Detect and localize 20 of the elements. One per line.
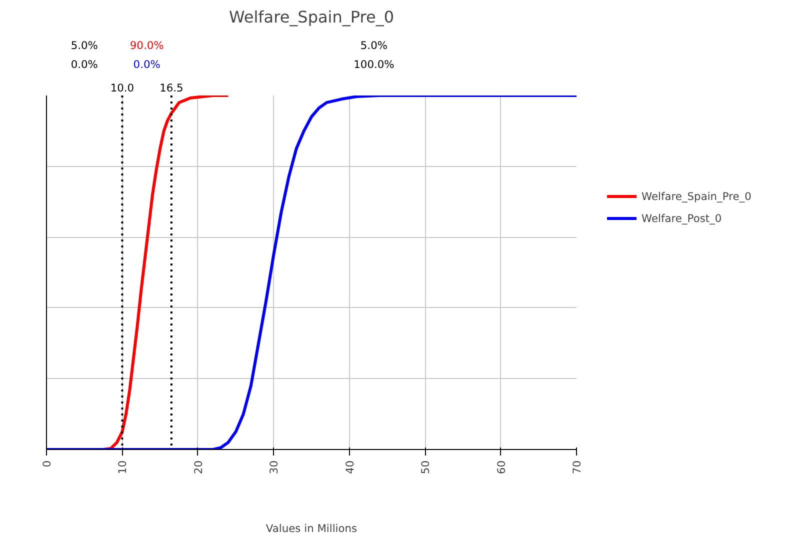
text: 90.0% (130, 39, 164, 52)
legend-label: Welfare_Post_0 (642, 212, 722, 224)
text: 100.0% (354, 58, 394, 71)
ref-line-label: 10.0 (110, 81, 134, 94)
x-tick-label: 70 (570, 460, 584, 474)
text: 5.0% (70, 39, 98, 52)
legend-label: Welfare_Spain_Pre_0 (642, 190, 752, 202)
ref-line-label: 16.5 (160, 81, 184, 94)
x-tick-label: 0 (40, 460, 54, 468)
text: 0.0% (133, 58, 160, 71)
x-tick-label: 10 (116, 460, 130, 474)
x-tick-label: 50 (419, 460, 432, 474)
text: 0.0% (70, 58, 98, 71)
x-axis-title: Values in Millions (266, 522, 358, 536)
chart-title: Welfare_Spain_Pre_0 (229, 8, 394, 26)
x-tick-label: 60 (494, 460, 508, 474)
x-tick-label: 20 (192, 460, 205, 474)
x-tick-label: 30 (268, 460, 281, 474)
text: 5.0% (360, 39, 388, 52)
x-tick-label: 40 (343, 460, 356, 474)
